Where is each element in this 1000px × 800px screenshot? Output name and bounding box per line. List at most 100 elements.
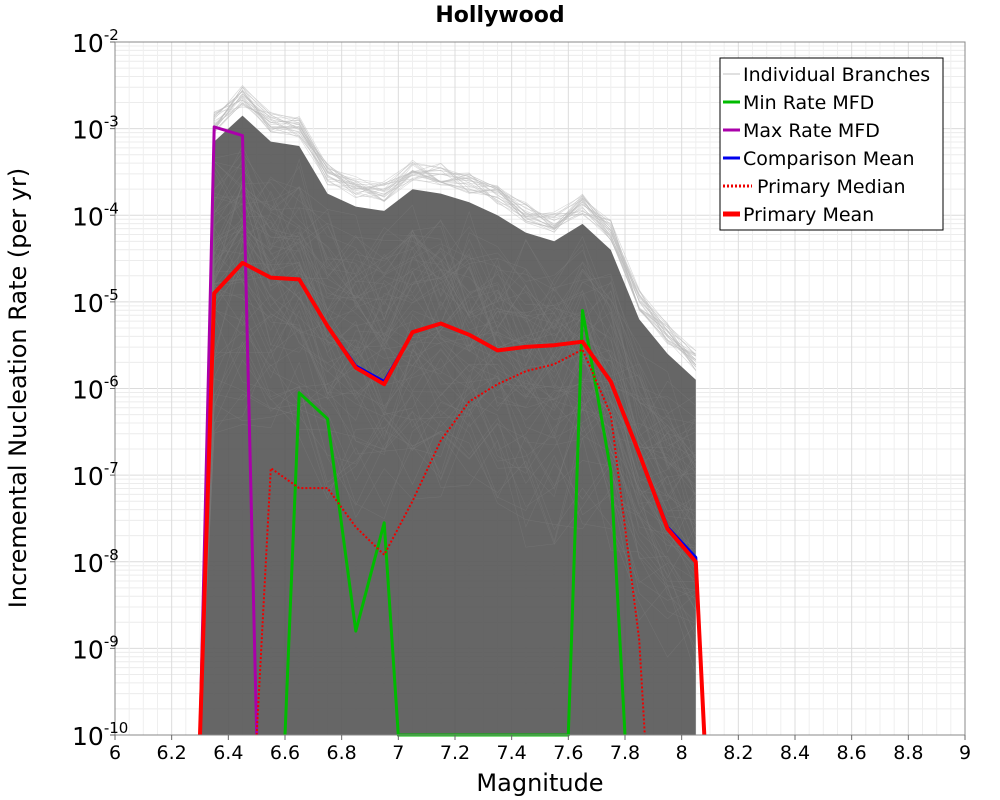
y-tick-label-base: 10 xyxy=(72,462,104,491)
x-tick-label: 7.2 xyxy=(440,742,470,764)
x-tick-label: 8.8 xyxy=(893,742,923,764)
x-tick-label: 6 xyxy=(109,742,121,764)
x-tick-label: 6.2 xyxy=(157,742,187,764)
y-tick-label-exponent: -10 xyxy=(104,719,129,737)
individual-branch-line xyxy=(199,161,697,736)
individual-branch-line xyxy=(199,282,697,736)
individual-branch-line xyxy=(199,240,696,736)
x-axis-label: Magnitude xyxy=(476,769,603,797)
individual-branch-line xyxy=(199,258,697,736)
y-tick-label: 10-6 xyxy=(72,373,119,405)
y-tick-label-base: 10 xyxy=(72,289,104,318)
y-tick-label-exponent: -6 xyxy=(104,373,119,391)
y-tick-label-base: 10 xyxy=(72,29,104,58)
individual-branch-line xyxy=(199,359,697,736)
x-tick-label: 8.4 xyxy=(780,742,810,764)
legend-entry-comparison-mean-label: Comparison Mean xyxy=(743,148,915,170)
y-tick-label: 10-4 xyxy=(72,199,119,231)
individual-branch-line xyxy=(199,185,696,736)
individual-branch-line xyxy=(199,309,697,736)
y-tick-label-base: 10 xyxy=(72,635,104,664)
series-layer xyxy=(198,125,707,737)
individual-branch-line xyxy=(199,361,697,736)
legend-entry-primary-median-label: Primary Median xyxy=(757,176,906,198)
primary-median-line xyxy=(255,348,646,736)
y-tick-label-base: 10 xyxy=(72,202,104,231)
individual-branch-line xyxy=(199,93,696,736)
y-tick-label: 10-7 xyxy=(72,459,119,491)
individual-branch-line xyxy=(199,330,697,736)
individual-branch-line xyxy=(199,161,696,736)
y-tick-label-exponent: -4 xyxy=(104,199,119,217)
y-tick-label-exponent: -7 xyxy=(104,459,119,477)
x-tick-label: 6.4 xyxy=(213,742,243,764)
individual-branch-line xyxy=(199,144,696,736)
min-rate-mfd-line xyxy=(283,309,627,737)
y-tick-label: 10-9 xyxy=(72,632,119,664)
individual-branch-line xyxy=(199,164,697,736)
legend-box xyxy=(719,57,944,231)
legend-entry-min-rate-label: Min Rate MFD xyxy=(743,92,874,114)
individual-branch-line xyxy=(199,102,696,736)
x-tick-label: 7.6 xyxy=(553,742,583,764)
x-tick-label: 8 xyxy=(676,742,688,764)
y-tick-label: 10-10 xyxy=(72,719,128,751)
x-tick-label: 7.8 xyxy=(610,742,640,764)
individual-branch-line xyxy=(199,98,696,736)
individual-branch-line xyxy=(199,364,697,736)
y-tick-label-exponent: -3 xyxy=(104,113,119,131)
individual-branch-line xyxy=(199,264,697,736)
individual-branch-line xyxy=(199,226,697,736)
individual-branch-line xyxy=(199,95,696,736)
individual-branch-line xyxy=(199,237,697,736)
y-tick-label: 10-5 xyxy=(72,286,119,318)
max-rate-mfd-line xyxy=(198,125,259,736)
primary-mean-line xyxy=(198,260,707,736)
y-tick-label-base: 10 xyxy=(72,116,104,145)
x-tick-label: 7.4 xyxy=(497,742,527,764)
legend: Individual Branches Min Rate MFD Max Rate … xyxy=(719,57,944,231)
individual-branch-line xyxy=(199,172,696,736)
y-tick-label: 10-3 xyxy=(72,113,119,145)
y-tick-label-base: 10 xyxy=(72,549,104,578)
individual-branch-line xyxy=(199,151,696,736)
legend-entry-individual-branches-label: Individual Branches xyxy=(743,64,930,86)
y-axis-label: Incremental Nucleation Rate (per yr) xyxy=(4,168,32,608)
x-axis-ticks: 6 6.2 6.4 6.6 6.8 7 7.2 7.4 7.6 7.8 8 8.2 8.4 8.6 8.8 9 xyxy=(109,735,971,764)
y-tick-label-base: 10 xyxy=(72,722,104,751)
y-tick-label-exponent: -8 xyxy=(104,546,119,564)
individual-branch-line xyxy=(199,192,697,736)
y-tick-label-base: 10 xyxy=(72,376,104,405)
individual-branch-line xyxy=(199,219,696,736)
y-tick-label-exponent: -9 xyxy=(104,632,119,650)
individual-branch-line xyxy=(199,186,696,736)
y-axis-ticks: 10-210-310-410-510-610-710-810-910-10 xyxy=(72,26,128,751)
individual-branch-line xyxy=(199,184,696,736)
x-tick-label: 9 xyxy=(959,742,971,764)
individual-branch-line xyxy=(199,190,696,736)
individual-branch-line xyxy=(199,378,696,736)
chart-title: Hollywood xyxy=(435,3,564,28)
individual-branch-line xyxy=(199,341,697,736)
x-tick-label: 6.6 xyxy=(270,742,300,764)
individual-branch-line xyxy=(199,313,697,736)
individual-branch-line xyxy=(199,182,696,736)
x-tick-label: 7 xyxy=(392,742,404,764)
x-tick-label: 6.8 xyxy=(327,742,357,764)
individual-branch-line xyxy=(199,160,697,736)
y-tick-label-exponent: -5 xyxy=(104,286,119,304)
x-tick-label: 8.6 xyxy=(837,742,867,764)
legend-entry-max-rate-label: Max Rate MFD xyxy=(743,120,880,142)
individual-branch-line xyxy=(199,194,697,736)
y-tick-label: 10-2 xyxy=(72,26,119,58)
individual-branch-line xyxy=(199,176,697,736)
individual-branch-line xyxy=(199,287,697,736)
x-tick-label: 8.2 xyxy=(723,742,753,764)
y-tick-label-exponent: -2 xyxy=(104,26,119,44)
y-tick-label: 10-8 xyxy=(72,546,119,578)
individual-branch-line xyxy=(199,181,697,736)
individual-branch-line xyxy=(199,162,696,736)
legend-entry-primary-mean-label: Primary Mean xyxy=(743,204,874,226)
individual-branch-line xyxy=(199,152,696,736)
